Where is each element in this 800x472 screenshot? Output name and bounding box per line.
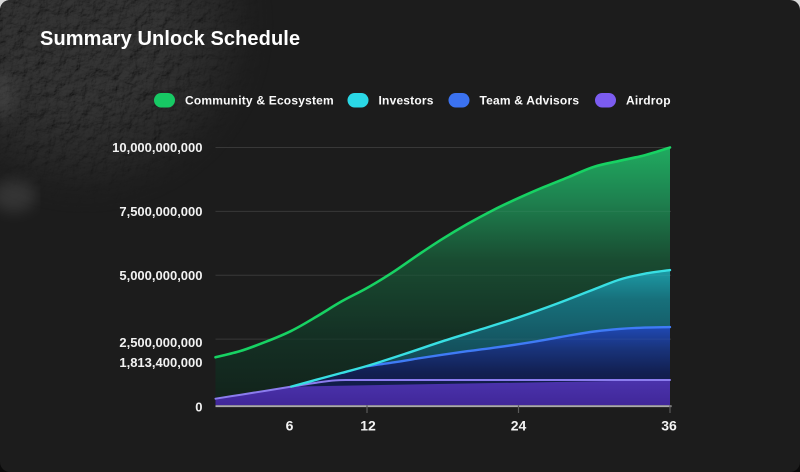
svg-text:Investors: Investors xyxy=(379,93,434,107)
svg-text:0: 0 xyxy=(195,400,202,415)
svg-text:Summary Unlock Schedule: Summary Unlock Schedule xyxy=(40,28,300,50)
svg-text:7,500,000,000: 7,500,000,000 xyxy=(119,204,202,219)
svg-text:5,000,000,000: 5,000,000,000 xyxy=(119,268,202,283)
svg-text:6: 6 xyxy=(286,418,294,434)
svg-text:12: 12 xyxy=(360,418,376,434)
svg-text:Airdrop: Airdrop xyxy=(626,93,671,107)
svg-text:24: 24 xyxy=(511,418,527,434)
svg-text:Community & Ecosystem: Community & Ecosystem xyxy=(185,93,334,107)
svg-text:Team & Advisors: Team & Advisors xyxy=(480,93,580,107)
svg-text:1,813,400,000: 1,813,400,000 xyxy=(119,355,202,370)
svg-text:36: 36 xyxy=(661,418,677,434)
svg-text:2,500,000,000: 2,500,000,000 xyxy=(119,335,202,350)
svg-text:10,000,000,000: 10,000,000,000 xyxy=(112,140,202,155)
